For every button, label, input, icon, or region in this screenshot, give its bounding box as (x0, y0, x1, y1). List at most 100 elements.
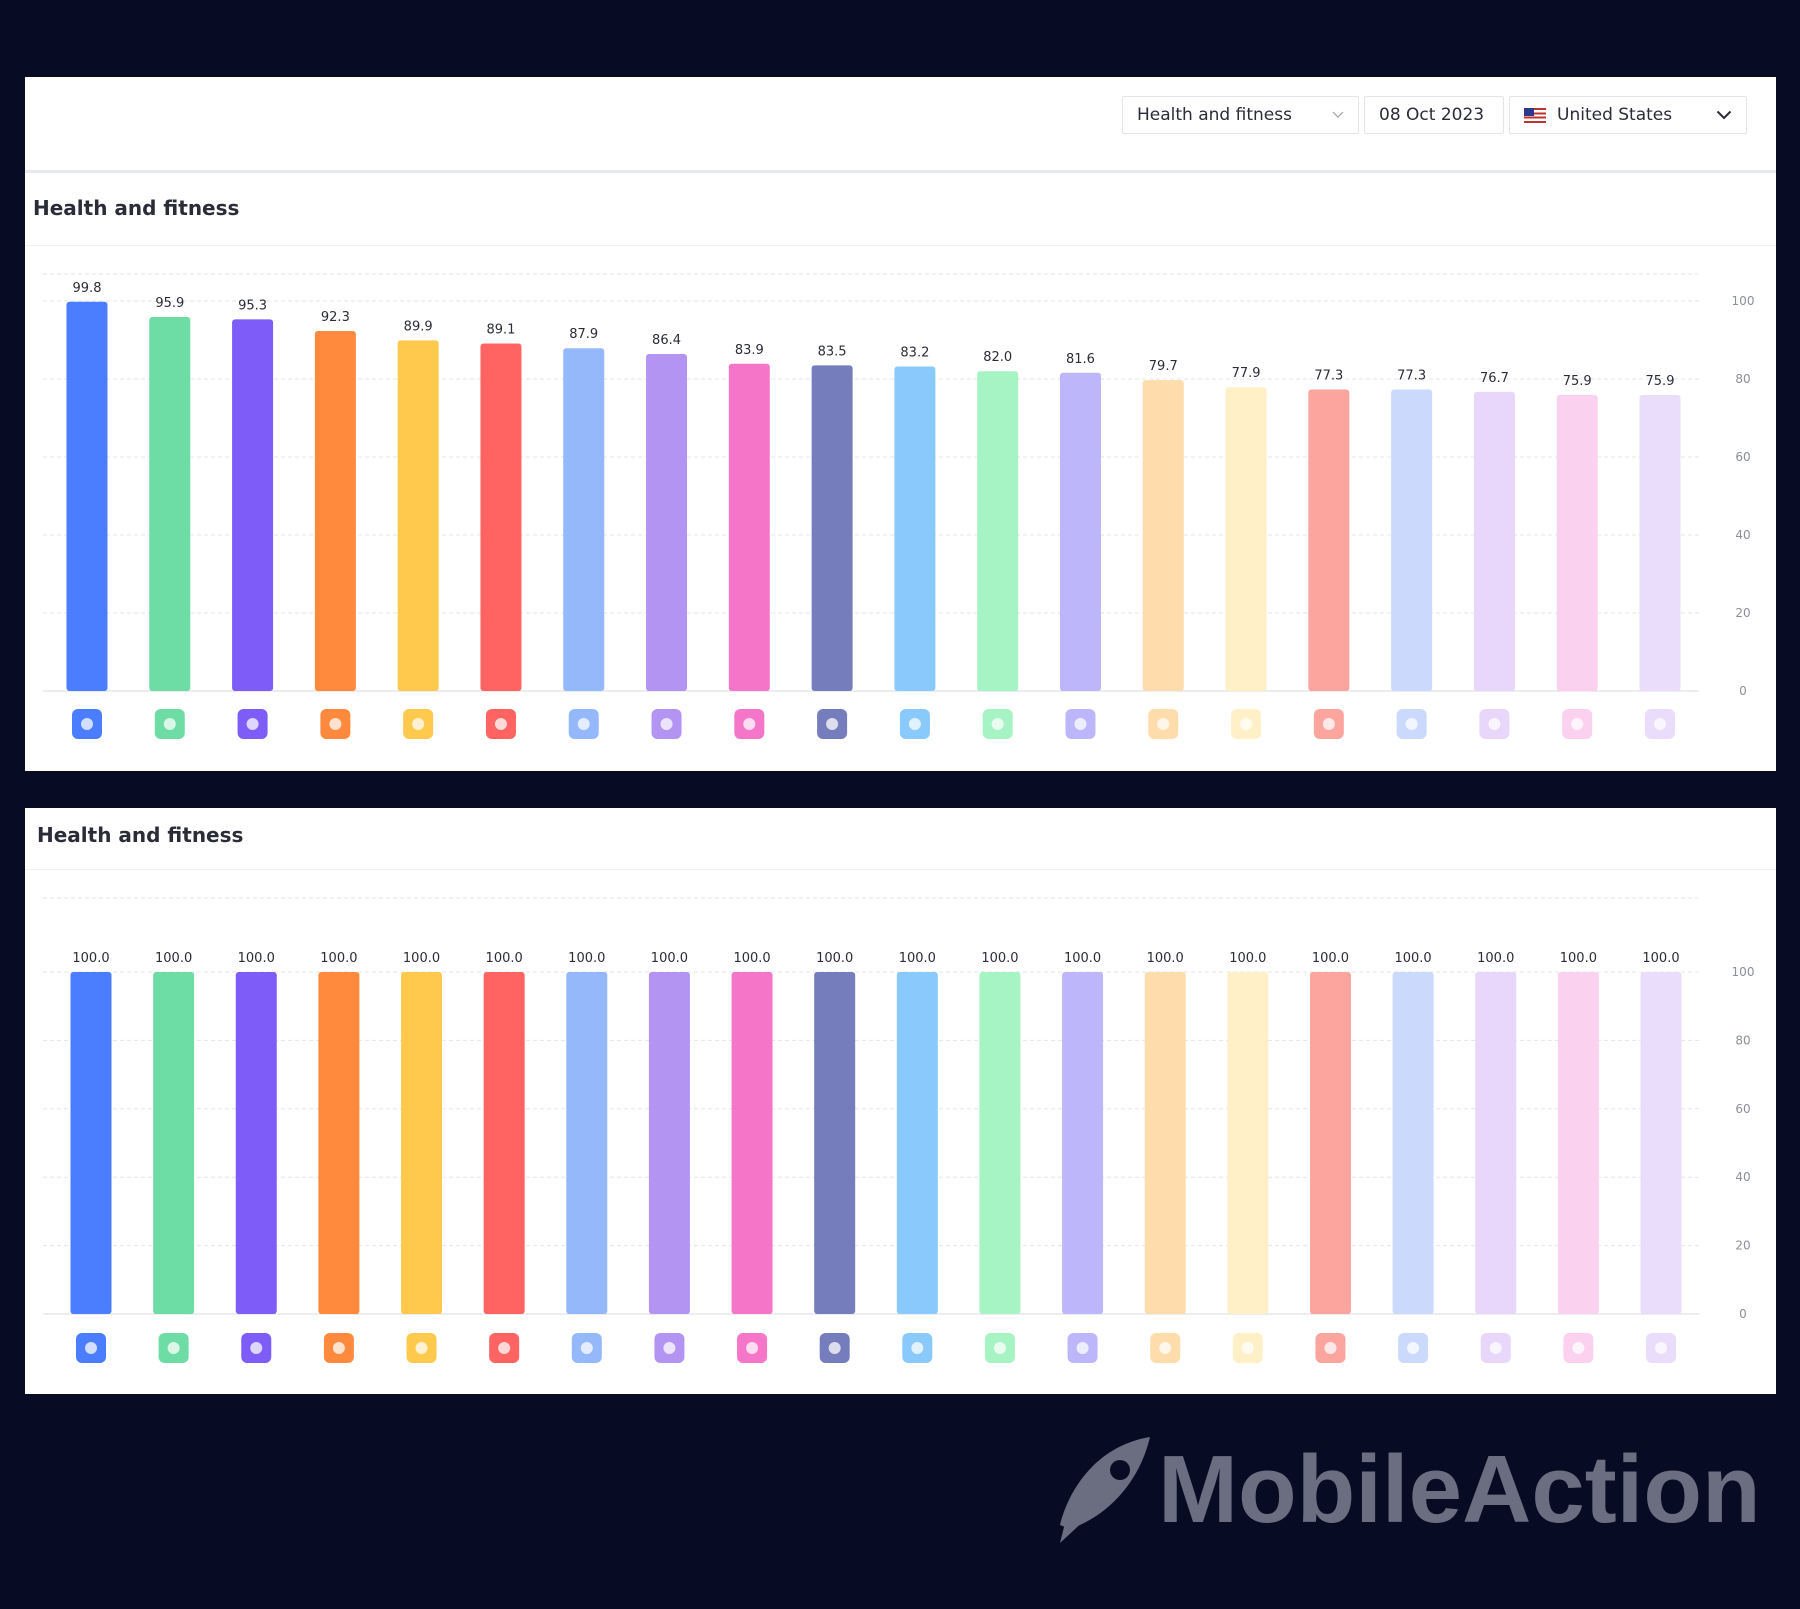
dark-sleep-app-icon-glyph (577, 718, 590, 730)
data-label: 83.5 (818, 344, 847, 359)
bar (1059, 372, 1101, 691)
data-label: 100.0 (1477, 951, 1514, 966)
data-label: 100.0 (72, 951, 109, 966)
data-label: 83.2 (900, 346, 929, 361)
blue-waves-app-icon-glyph (1655, 1342, 1667, 1354)
country-dropdown[interactable]: United States (1509, 96, 1747, 134)
red-hexagon-app-icon-glyph (163, 718, 176, 730)
data-label: 86.4 (652, 333, 681, 348)
purple-hearts-app-icon-glyph (911, 1342, 924, 1354)
data-label: 87.9 (569, 327, 598, 342)
rocket-logo-icon (1060, 1437, 1150, 1543)
data-label: 79.7 (1149, 359, 1178, 374)
bar (1392, 972, 1434, 1314)
y-tick-label: 100 (1732, 965, 1755, 979)
data-label: 100.0 (1642, 951, 1679, 966)
calm-app-icon-glyph (580, 1342, 593, 1354)
data-label: 77.9 (1232, 366, 1261, 381)
y-tick-label: 40 (1735, 528, 1750, 542)
title-divider (25, 245, 1776, 246)
dark-glow-app-icon-glyph (908, 718, 921, 730)
bar (1225, 387, 1267, 691)
teal-knot-app-icon-glyph (746, 1342, 759, 1354)
bar (646, 354, 688, 691)
data-label: 100.0 (1229, 951, 1266, 966)
bar (1640, 972, 1682, 1314)
chart-plot: 0 20 40 60 80 100 100.0 100.0 100.0 100.0 100.0 100… (43, 897, 1755, 1363)
data-label: 100.0 (238, 951, 275, 966)
green-a-app-icon-glyph (1074, 718, 1087, 730)
bar (811, 365, 853, 691)
bar (149, 316, 191, 691)
orange-square-app-icon-glyph (1571, 718, 1584, 730)
orange-fruit-app-icon-glyph (498, 1342, 511, 1354)
orange-circle-app-icon-glyph (993, 1342, 1006, 1354)
data-label: 92.3 (321, 310, 350, 325)
bar (1308, 389, 1350, 691)
teal-knot-app-icon-glyph (1157, 718, 1170, 730)
data-label: 77.3 (1397, 369, 1426, 384)
y-tick-label: 40 (1735, 1170, 1750, 1184)
bar (153, 972, 195, 1314)
bar (1639, 394, 1681, 691)
data-label: 100.0 (568, 951, 605, 966)
pink-legs-app-icon-glyph (826, 718, 839, 730)
green-l-app-icon-glyph (1241, 1342, 1254, 1354)
data-label: 100.0 (1147, 951, 1184, 966)
pink-legs-app-icon-glyph (1407, 1342, 1420, 1354)
top-apps-chart-panel: Health and fitness 0 20 40 60 80 100 99.8 95.9 9… (25, 173, 1776, 771)
data-label: 100.0 (981, 951, 1018, 966)
bar (894, 366, 936, 691)
red-camera-app-icon-glyph (329, 718, 342, 730)
bar (1062, 972, 1104, 1314)
orange-circle-app-icon-glyph (246, 718, 259, 730)
y-tick-label: 20 (1735, 1239, 1750, 1253)
dark-glow-app-icon-glyph (85, 1342, 97, 1354)
y-tick-label: 0 (1739, 684, 1747, 698)
bar (1391, 389, 1433, 691)
bar (1309, 972, 1351, 1314)
y-tick-label: 20 (1735, 606, 1750, 620)
me-text-app-icon-glyph (743, 718, 756, 730)
bar-chart: 0 20 40 60 80 100 99.8 95.9 95.3 92.3 89.9 89.1 87.9… (43, 273, 1754, 739)
red-hexagon-app-icon-glyph (828, 1342, 841, 1354)
blue-yoga-app-icon-glyph (660, 718, 673, 730)
chart-title: Health and fitness (37, 823, 244, 847)
chart-title: Health and fitness (33, 196, 240, 220)
y-tick-label: 80 (1735, 1033, 1750, 1047)
bar (563, 348, 605, 691)
data-label: 76.7 (1480, 371, 1509, 386)
black-peloton-app-icon-glyph (991, 718, 1004, 730)
bar (483, 972, 525, 1314)
mobileaction-logo: MobileAction (1060, 1436, 1761, 1543)
data-label: 77.3 (1314, 369, 1343, 384)
bar (566, 972, 608, 1314)
bar (814, 972, 856, 1314)
data-label: 82.0 (983, 350, 1012, 365)
category-dropdown[interactable]: Health and fitness (1122, 96, 1359, 134)
bar (1475, 972, 1517, 1314)
data-label: 89.9 (404, 319, 433, 334)
brand-name: MobileAction (1158, 1436, 1761, 1543)
data-label: 81.6 (1066, 352, 1095, 367)
bar (1557, 972, 1599, 1314)
filter-bar: Health and fitness 08 Oct 2023 United St… (25, 77, 1776, 180)
bar (401, 972, 443, 1314)
date-picker[interactable]: 08 Oct 2023 (1364, 96, 1504, 134)
bar (318, 972, 360, 1314)
bar (314, 331, 356, 691)
data-label: 83.9 (735, 343, 764, 358)
country-dropdown-value: United States (1557, 105, 1673, 125)
sunset-cards-app-icon-glyph (167, 1342, 180, 1354)
yellow-x-app-icon-glyph (1654, 718, 1666, 730)
bar (728, 363, 770, 691)
bar (1144, 972, 1186, 1314)
bar (232, 319, 274, 691)
bar (648, 972, 690, 1314)
bar (1556, 394, 1598, 691)
blue-body-app-icon-glyph (415, 1342, 428, 1354)
bar (1473, 391, 1515, 691)
calm-app-icon-glyph (81, 718, 93, 730)
y-tick-label: 0 (1739, 1307, 1747, 1321)
us-flag-icon (1524, 107, 1546, 123)
